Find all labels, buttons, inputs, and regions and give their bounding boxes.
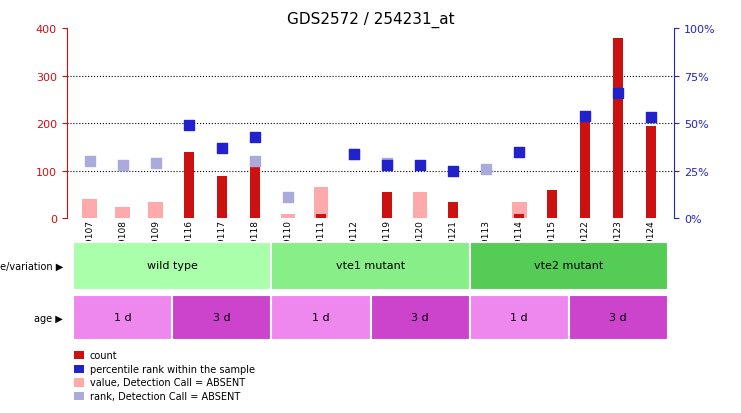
- Text: 1 d: 1 d: [312, 312, 330, 322]
- Bar: [173, 296, 271, 340]
- Point: [150, 161, 162, 167]
- Text: 1 d: 1 d: [114, 312, 132, 322]
- Bar: [512, 202, 527, 219]
- Bar: [316, 214, 326, 219]
- Point: [381, 161, 393, 167]
- Text: GSM109109: GSM109109: [151, 220, 160, 275]
- Text: GSM109123: GSM109123: [614, 220, 622, 275]
- Bar: [250, 164, 260, 219]
- Point: [348, 151, 360, 158]
- Point: [514, 149, 525, 156]
- Bar: [580, 117, 590, 219]
- Text: 3 d: 3 d: [411, 312, 429, 322]
- Bar: [184, 152, 194, 219]
- Text: age ▶: age ▶: [34, 313, 63, 323]
- Bar: [547, 190, 557, 219]
- Bar: [271, 242, 470, 291]
- Bar: [448, 202, 458, 219]
- Point: [216, 145, 227, 152]
- Point: [414, 162, 426, 169]
- Text: wild type: wild type: [147, 260, 198, 270]
- Text: GSM109120: GSM109120: [416, 220, 425, 275]
- Bar: [73, 242, 271, 291]
- Bar: [281, 214, 296, 219]
- Text: value, Detection Call = ABSENT: value, Detection Call = ABSENT: [90, 377, 245, 387]
- Bar: [116, 207, 130, 219]
- Text: percentile rank within the sample: percentile rank within the sample: [90, 364, 255, 374]
- Text: rank, Detection Call = ABSENT: rank, Detection Call = ABSENT: [90, 391, 240, 401]
- Text: GSM109119: GSM109119: [382, 220, 391, 275]
- Title: GDS2572 / 254231_at: GDS2572 / 254231_at: [287, 12, 454, 28]
- Point: [84, 159, 96, 165]
- Point: [348, 151, 360, 158]
- Bar: [271, 296, 370, 340]
- Bar: [382, 193, 392, 219]
- Text: GSM109114: GSM109114: [514, 220, 524, 275]
- Bar: [148, 202, 163, 219]
- Text: GSM109110: GSM109110: [284, 220, 293, 275]
- Bar: [614, 38, 623, 219]
- Point: [381, 162, 393, 169]
- Point: [645, 115, 657, 121]
- Text: 1 d: 1 d: [511, 312, 528, 322]
- Bar: [470, 242, 668, 291]
- Text: GSM109113: GSM109113: [482, 220, 491, 275]
- Text: GSM109122: GSM109122: [581, 220, 590, 275]
- Bar: [514, 214, 524, 219]
- Point: [249, 134, 261, 140]
- Text: GSM109112: GSM109112: [350, 220, 359, 275]
- Text: 3 d: 3 d: [609, 312, 627, 322]
- Bar: [470, 296, 568, 340]
- Text: vte2 mutant: vte2 mutant: [534, 260, 603, 270]
- Bar: [82, 200, 97, 219]
- Point: [249, 159, 261, 165]
- Point: [612, 90, 624, 97]
- Bar: [370, 296, 470, 340]
- Bar: [646, 126, 656, 219]
- Text: GSM109107: GSM109107: [85, 220, 94, 275]
- Text: GSM109116: GSM109116: [185, 220, 193, 275]
- Point: [117, 162, 129, 169]
- Bar: [568, 296, 668, 340]
- Text: GSM109121: GSM109121: [448, 220, 457, 275]
- Point: [447, 168, 459, 175]
- Text: GSM109108: GSM109108: [119, 220, 127, 275]
- Text: genotype/variation ▶: genotype/variation ▶: [0, 261, 63, 271]
- Point: [282, 195, 294, 201]
- Point: [579, 113, 591, 120]
- Bar: [413, 193, 428, 219]
- Text: GSM109124: GSM109124: [647, 220, 656, 275]
- Text: 3 d: 3 d: [213, 312, 230, 322]
- Text: count: count: [90, 350, 117, 360]
- Point: [183, 123, 195, 129]
- Text: GSM109118: GSM109118: [250, 220, 259, 275]
- Text: vte1 mutant: vte1 mutant: [336, 260, 405, 270]
- Bar: [73, 296, 173, 340]
- Point: [480, 166, 492, 173]
- Bar: [313, 188, 328, 219]
- Text: GSM109111: GSM109111: [316, 220, 325, 275]
- Bar: [217, 176, 227, 219]
- Text: GSM109115: GSM109115: [548, 220, 556, 275]
- Text: GSM109117: GSM109117: [217, 220, 227, 275]
